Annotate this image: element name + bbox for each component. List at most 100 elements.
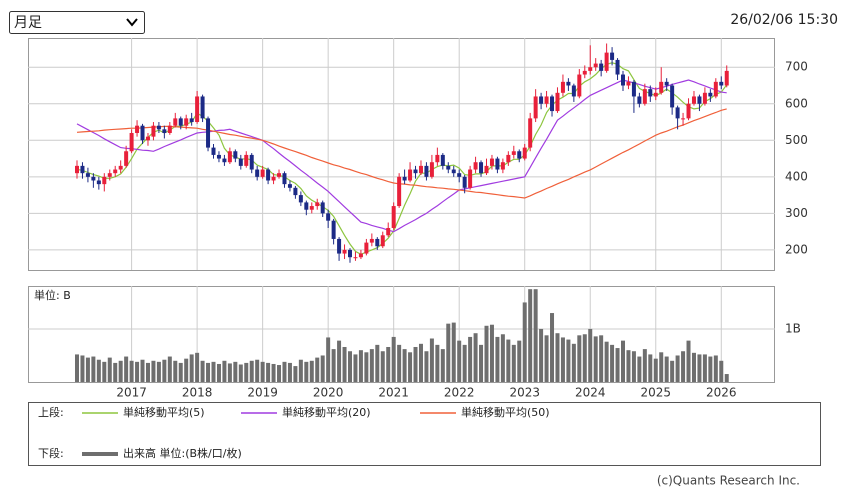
select-box[interactable]	[9, 11, 145, 34]
candle-body	[560, 81, 565, 93]
candle-body	[151, 125, 156, 137]
volume-bar	[457, 340, 462, 382]
select-arrow[interactable]	[126, 18, 138, 27]
candle-body	[593, 63, 598, 68]
candle-body	[615, 59, 620, 75]
candle-body	[424, 165, 429, 177]
candle-body	[282, 173, 287, 185]
candle-body	[418, 165, 423, 174]
lower-label: 下段:	[38, 446, 64, 460]
volume-bar	[140, 359, 145, 382]
candle-body	[189, 118, 194, 123]
volume-bar	[249, 360, 254, 382]
volume-bar	[517, 340, 522, 382]
legend-label: 単純移動平均(50)	[461, 405, 550, 419]
volume-bar	[337, 340, 342, 382]
volume-bar	[162, 359, 167, 382]
volume-bar	[293, 366, 298, 382]
volume-bar	[397, 344, 402, 382]
volume-unit: 単位: B	[34, 288, 71, 302]
volume-bar	[233, 361, 238, 382]
y-tick-label: 300	[785, 206, 808, 220]
volume-bar	[320, 355, 325, 382]
volume-bar	[298, 359, 303, 382]
volume-bar	[96, 359, 101, 382]
candle-body	[277, 173, 282, 177]
volume-bar	[216, 363, 221, 382]
candle-body	[156, 125, 161, 130]
candle-body	[719, 81, 724, 86]
volume-bar	[473, 333, 478, 382]
x-tick-label: 2018	[182, 386, 213, 400]
candle-body	[506, 154, 511, 163]
volume-bar	[522, 302, 527, 382]
x-tick-label: 2020	[313, 386, 344, 400]
volume-bar	[287, 362, 292, 382]
volume-bar	[424, 351, 429, 382]
volume-bar	[222, 360, 227, 382]
volume-bar	[304, 361, 309, 382]
x-tick-label: 2017	[116, 386, 147, 400]
candle-body	[315, 202, 320, 207]
volume-bar	[621, 340, 625, 382]
candle-body	[528, 118, 533, 148]
candle-body	[511, 151, 516, 155]
candle-body	[162, 129, 167, 133]
timestamp: 26/02/06 15:30	[730, 12, 838, 28]
volume-bar	[386, 346, 391, 382]
volume-bar	[451, 322, 456, 382]
x-tick-label: 2021	[378, 386, 409, 400]
candle-body	[571, 85, 576, 97]
volume-bar	[129, 360, 134, 382]
candle-body	[566, 81, 571, 86]
x-tick-label: 2023	[509, 386, 540, 400]
candle-body	[697, 96, 702, 104]
volume-bar	[637, 356, 642, 382]
candle-body	[539, 96, 544, 104]
candle-body	[724, 70, 729, 86]
volume-bar	[670, 360, 675, 382]
volume-bar	[659, 352, 664, 382]
volume-bar	[713, 355, 718, 382]
candle-body	[140, 125, 145, 141]
candle-body	[91, 176, 96, 181]
volume-bar	[681, 351, 686, 382]
volume-bar	[631, 351, 636, 382]
candle-body	[118, 165, 123, 170]
volume-bar	[604, 341, 609, 382]
volume-bar	[189, 354, 194, 382]
volume-bar	[642, 349, 647, 382]
candle-body	[216, 154, 221, 159]
select-value[interactable]: 月足	[14, 15, 42, 31]
volume-bar	[418, 343, 423, 382]
volume-bar	[375, 344, 380, 382]
volume-bar	[167, 356, 172, 382]
volume-bar	[227, 363, 232, 382]
candle-body	[238, 158, 243, 166]
volume-bar	[195, 352, 200, 382]
candle-body	[653, 92, 658, 97]
candle-body	[227, 151, 232, 163]
candle-body	[266, 169, 271, 181]
candle-body	[135, 125, 140, 133]
volume-bar	[342, 346, 347, 382]
period-select[interactable]: 月足	[9, 11, 145, 34]
candle-body	[691, 96, 696, 104]
candle-body	[353, 257, 358, 259]
volume-bar	[173, 360, 178, 382]
candle-body	[386, 227, 391, 236]
candle-body	[473, 162, 478, 170]
volume-bar	[331, 349, 336, 382]
candle-body	[659, 81, 664, 93]
volume-bar	[353, 354, 358, 382]
volume-bar	[708, 356, 713, 382]
volume-bar	[435, 344, 440, 382]
volume-bar	[184, 358, 189, 382]
candle-body	[85, 173, 90, 177]
candle-body	[577, 74, 582, 97]
volume-bar	[702, 354, 707, 382]
candle-body	[642, 89, 647, 104]
candle-body	[75, 165, 79, 174]
candle-body	[348, 249, 352, 258]
